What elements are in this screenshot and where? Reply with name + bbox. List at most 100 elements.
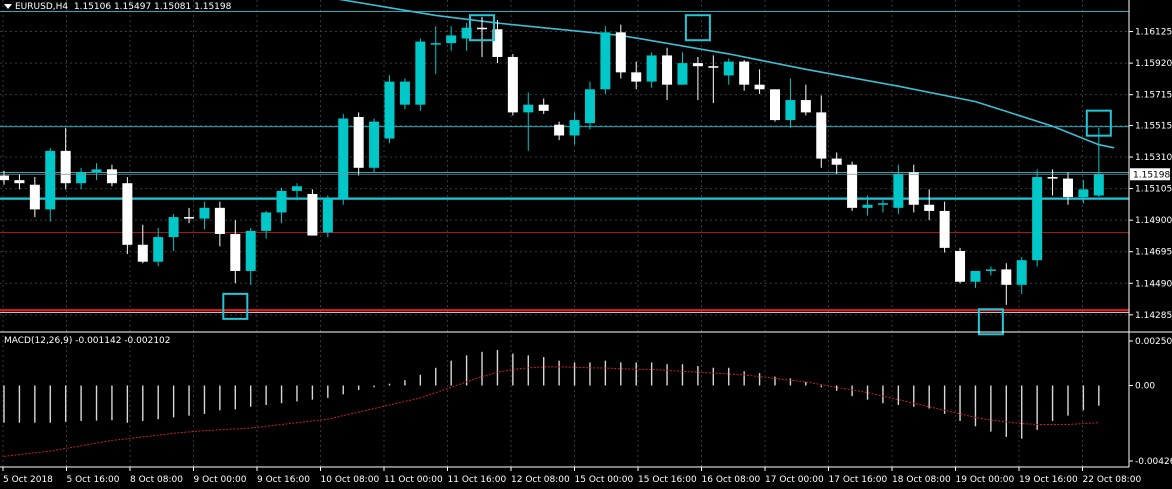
candle-body: [831, 158, 842, 165]
macd-axis-label: 0.00: [1135, 381, 1155, 391]
time-label: 5 Oct 2018: [3, 475, 53, 485]
candle: [862, 195, 873, 216]
time-label: 9 Oct 00:00: [194, 475, 247, 485]
axes: [0, 0, 1172, 471]
candle-body: [261, 212, 272, 231]
candle-body: [924, 204, 935, 211]
candle: [230, 220, 241, 284]
candle-body: [662, 55, 673, 85]
time-label: 19 Oct 16:00: [1019, 475, 1078, 485]
candle-body: [584, 89, 595, 124]
candle-body: [908, 172, 919, 205]
candle: [985, 266, 996, 276]
candle-body: [677, 63, 688, 85]
candle: [153, 227, 164, 267]
candle-body: [399, 81, 410, 105]
candle-body: [122, 183, 133, 245]
candle: [523, 92, 534, 151]
candle: [415, 38, 426, 111]
candle-body: [600, 32, 611, 90]
candle-body: [1001, 269, 1012, 285]
dropdown-arrow-icon[interactable]: [4, 4, 12, 9]
current-price-label: 1.15198: [1133, 170, 1170, 180]
candle: [662, 47, 673, 101]
candle: [245, 227, 256, 285]
candle: [384, 75, 395, 144]
candle: [831, 152, 842, 174]
candle-body: [569, 120, 580, 136]
candle: [754, 69, 765, 94]
candle: [600, 26, 611, 94]
candle-body: [291, 186, 302, 191]
candle: [353, 112, 364, 176]
candle: [307, 189, 318, 236]
candle-body: [353, 117, 364, 168]
candle: [847, 161, 858, 211]
candle-body: [446, 35, 457, 44]
candle: [322, 195, 333, 238]
macd-main-value: -0.001142: [75, 336, 122, 346]
candle-body: [554, 124, 565, 136]
highlight-box: [977, 308, 1004, 336]
candle-body: [230, 234, 241, 271]
highlight-boxes: [222, 14, 1112, 336]
candle: [893, 164, 904, 214]
candle-body: [384, 81, 395, 139]
candle: [291, 183, 302, 201]
candle: [970, 270, 981, 288]
time-label: 22 Oct 08:00: [1083, 475, 1142, 485]
candle-body: [60, 150, 71, 184]
candle-body: [137, 244, 148, 262]
highlight-box: [1085, 109, 1112, 137]
candles: [0, 16, 1104, 305]
candle-body: [754, 84, 765, 90]
candle-body: [893, 173, 904, 208]
time-label: 12 Oct 08:00: [511, 475, 570, 485]
candle-body: [970, 270, 981, 282]
candle: [1078, 180, 1089, 204]
candle-body: [955, 250, 966, 282]
close-value: 1.15198: [194, 2, 232, 12]
candle: [507, 53, 518, 116]
candle-body: [1047, 177, 1058, 179]
candle-body: [322, 198, 333, 233]
candle: [76, 167, 87, 190]
macd-axis-label: -0.004263: [1135, 457, 1172, 467]
candle-body: [245, 230, 256, 271]
candle: [369, 118, 380, 173]
candle-body: [14, 180, 25, 184]
chart-header[interactable]: EURUSD,H4 1.15106 1.15497 1.15081 1.1519…: [4, 2, 231, 12]
macd-axis-label: 0.002508: [1135, 337, 1172, 347]
candle: [1032, 169, 1043, 267]
candle: [1001, 263, 1012, 305]
candle: [29, 177, 40, 218]
horizontal-levels: [0, 11, 1129, 313]
price-label: 1.15715: [1135, 91, 1172, 101]
candle-body: [538, 104, 549, 111]
candle-body: [153, 237, 164, 262]
candle-body: [939, 210, 950, 248]
candle: [692, 56, 703, 101]
candle-body: [816, 112, 827, 159]
candle: [955, 247, 966, 284]
price-label: 1.14900: [1135, 216, 1172, 226]
highlight-box: [222, 292, 249, 320]
candle-body: [708, 66, 719, 68]
price-label: 1.14490: [1135, 279, 1172, 289]
time-label: 17 Oct 16:00: [829, 475, 888, 485]
current-price-box: [1130, 168, 1170, 181]
candle: [924, 189, 935, 221]
candle: [122, 177, 133, 255]
candle: [214, 201, 225, 247]
macd-title: MACD(12,26,9): [4, 336, 73, 346]
candle-body: [800, 100, 811, 113]
time-label: 18 Oct 08:00: [892, 475, 951, 485]
candle: [1093, 127, 1104, 198]
moving-average-line: [338, 0, 1115, 149]
candle-body: [785, 100, 796, 121]
candle: [1062, 172, 1073, 205]
candle: [261, 210, 272, 239]
candle-body: [739, 61, 750, 85]
